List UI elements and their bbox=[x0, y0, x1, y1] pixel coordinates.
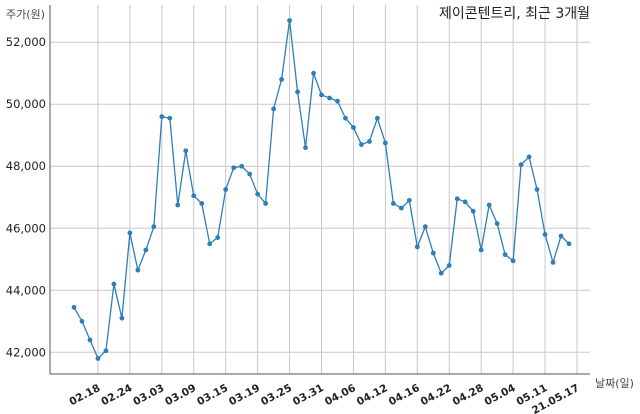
data-point bbox=[406, 197, 412, 203]
y-tick-label: 44,000 bbox=[6, 283, 46, 297]
grid-layer bbox=[50, 5, 590, 374]
data-point bbox=[446, 263, 452, 268]
data-point bbox=[95, 356, 101, 361]
data-point bbox=[414, 244, 420, 250]
x-tick-label: 03.03 bbox=[131, 382, 166, 408]
y-tick-label: 52,000 bbox=[6, 35, 46, 49]
x-tick-labels: 02.1802.2403.0303.0903.1503.1903.2503.31… bbox=[67, 382, 581, 414]
data-point bbox=[422, 224, 428, 230]
data-point bbox=[79, 318, 85, 324]
data-point bbox=[111, 281, 117, 287]
data-point bbox=[215, 235, 221, 240]
data-point bbox=[550, 259, 556, 265]
x-tick-label: 02.24 bbox=[99, 382, 134, 408]
data-point bbox=[103, 348, 109, 354]
data-point bbox=[518, 162, 524, 168]
x-tick-label: 04.12 bbox=[355, 382, 390, 408]
data-point bbox=[534, 187, 540, 192]
data-point bbox=[71, 304, 77, 310]
y-tick-label: 46,000 bbox=[6, 221, 46, 235]
data-point bbox=[374, 115, 380, 121]
x-axis-label: 날짜(일) bbox=[595, 376, 634, 390]
x-tick-label: 03.19 bbox=[227, 382, 262, 408]
data-point bbox=[207, 241, 213, 247]
data-point bbox=[231, 165, 237, 171]
data-point bbox=[430, 250, 436, 256]
y-tick-label: 50,000 bbox=[6, 97, 46, 111]
data-point bbox=[127, 230, 133, 236]
data-point bbox=[239, 163, 245, 169]
data-point bbox=[263, 201, 269, 206]
data-point bbox=[566, 241, 572, 247]
data-point bbox=[311, 70, 316, 76]
data-point bbox=[478, 247, 484, 253]
price-series-points bbox=[71, 18, 572, 361]
data-point bbox=[279, 77, 284, 82]
data-point bbox=[454, 196, 460, 202]
data-point bbox=[359, 142, 364, 147]
data-point bbox=[398, 205, 404, 211]
data-point bbox=[470, 208, 476, 214]
data-point bbox=[382, 140, 388, 146]
data-point bbox=[135, 267, 141, 273]
data-point bbox=[223, 187, 229, 192]
data-point bbox=[335, 98, 340, 104]
data-point bbox=[367, 139, 372, 144]
data-point bbox=[183, 148, 189, 154]
data-point bbox=[247, 171, 253, 177]
data-point bbox=[287, 18, 292, 23]
data-point bbox=[175, 202, 181, 208]
x-tick-label: 04.28 bbox=[451, 382, 486, 408]
x-tick-label: 03.31 bbox=[291, 382, 326, 408]
x-tick-label: 03.09 bbox=[163, 382, 198, 408]
x-tick-label: 04.06 bbox=[323, 382, 358, 408]
y-tick-label: 48,000 bbox=[6, 159, 46, 173]
y-axis-label: 주가(원) bbox=[6, 8, 45, 21]
x-tick-label: 04.16 bbox=[387, 382, 422, 408]
data-point bbox=[510, 258, 516, 264]
data-point bbox=[526, 154, 532, 160]
data-point bbox=[191, 193, 197, 199]
y-tick-label: 42,000 bbox=[6, 345, 46, 359]
data-point bbox=[351, 125, 356, 130]
data-point bbox=[303, 145, 308, 151]
x-tick-label: 04.22 bbox=[419, 382, 454, 408]
data-point bbox=[502, 252, 508, 258]
data-point bbox=[343, 115, 348, 121]
data-point bbox=[119, 315, 125, 321]
data-point bbox=[159, 114, 165, 120]
data-point bbox=[558, 233, 564, 239]
x-tick-label: 02.18 bbox=[67, 382, 102, 408]
x-tick-label: 03.25 bbox=[259, 382, 294, 408]
y-tick-labels: 42,000 44,000 46,000 48,000 50,000 52,000 bbox=[6, 35, 46, 359]
data-point bbox=[271, 106, 276, 112]
data-point bbox=[87, 337, 93, 343]
data-point bbox=[327, 95, 332, 101]
data-point bbox=[542, 232, 548, 237]
data-point bbox=[390, 201, 396, 206]
data-point bbox=[319, 92, 324, 98]
data-point bbox=[486, 202, 492, 208]
chart-title: 제이콘텐트리, 최근 3개월 bbox=[439, 6, 590, 22]
data-point bbox=[462, 199, 468, 205]
x-tick-label: 03.15 bbox=[195, 382, 230, 408]
data-point bbox=[295, 89, 300, 95]
x-tick-label: 05.04 bbox=[483, 382, 518, 408]
data-point bbox=[167, 115, 173, 121]
data-point bbox=[494, 221, 500, 227]
data-point bbox=[199, 201, 205, 206]
data-point bbox=[255, 191, 261, 197]
data-point bbox=[143, 247, 149, 253]
data-point bbox=[438, 270, 444, 276]
data-point bbox=[151, 224, 157, 230]
